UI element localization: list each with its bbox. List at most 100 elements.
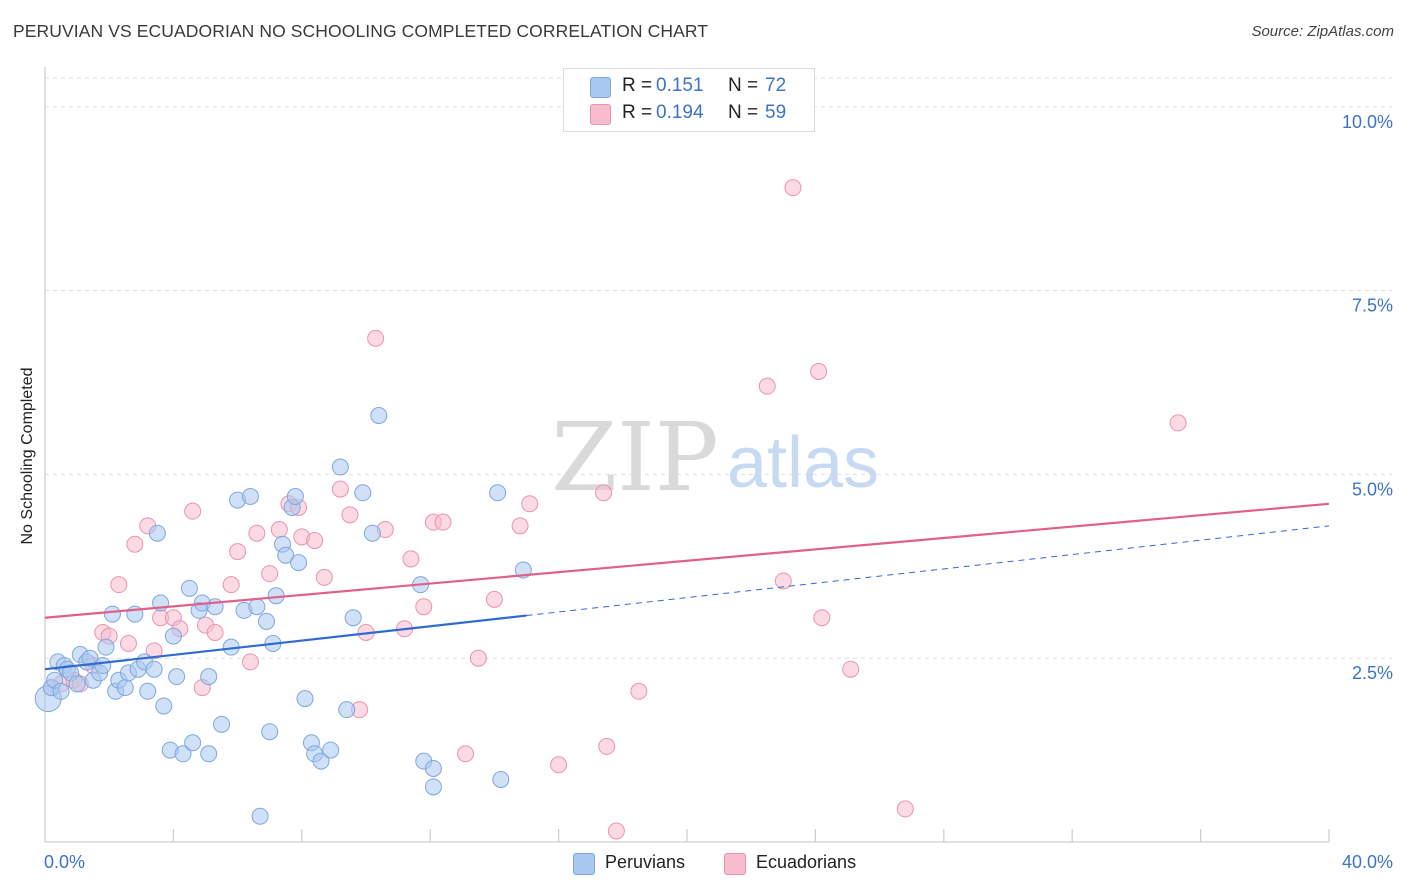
ecuadorians-point (521, 495, 539, 513)
ecuadorians-point (248, 524, 266, 542)
peruvians-point (492, 771, 510, 789)
peruvians-point (68, 675, 86, 693)
ecuadorians-point (229, 543, 247, 561)
ecuadorians-n-value: 59 (765, 102, 787, 123)
y-tick-label: 5.0% (1352, 479, 1393, 499)
peruvians-point (322, 741, 340, 759)
peruvians-n-label: N = (728, 75, 759, 96)
peruvians-point (155, 697, 173, 715)
ecuadorians-point (184, 502, 202, 520)
peruvians-point (184, 734, 202, 752)
peruvians-point (97, 638, 115, 656)
peruvians-point (200, 745, 218, 763)
y-tick-label: 7.5% (1352, 296, 1393, 316)
ecuadorians-swatch (590, 104, 611, 125)
peruvians-point (213, 715, 231, 733)
peruvians-point (363, 524, 381, 542)
legend-ecuadorians-swatch (724, 853, 746, 875)
peruvians-point (331, 458, 349, 476)
peruvians-point (261, 723, 279, 741)
peruvians-point (248, 598, 266, 616)
peruvians-point (148, 524, 166, 542)
ecuadorians-point (607, 822, 625, 840)
ecuadorians-point (469, 649, 487, 667)
peruvians-point (180, 579, 198, 597)
ecuadorians-point (270, 521, 288, 539)
ecuadorians-point (784, 179, 802, 197)
axes-layer (44, 67, 1330, 843)
peruvians-point (81, 649, 99, 667)
peruvians-point (257, 612, 275, 630)
watermark-zip: ZIP (551, 403, 718, 513)
peruvians-trend-extension (526, 525, 1330, 617)
peruvians-r-value: 0.151 (656, 75, 704, 96)
peruvians-n-value: 72 (765, 75, 787, 96)
ecuadorians-point (630, 682, 648, 700)
peruvians-point (424, 778, 442, 796)
legend-peruvians-swatch (573, 853, 595, 875)
ecuadorians-point (813, 609, 831, 627)
ecuadorians-point (550, 756, 568, 774)
peruvians-swatch (590, 77, 611, 98)
ecuadorians-point (367, 329, 385, 347)
peruvians-point (370, 407, 388, 425)
ecuadorians-point (1169, 414, 1187, 432)
peruvians-points (34, 407, 532, 825)
peruvians-point (139, 682, 157, 700)
source-label: Source: ZipAtlas.com (1251, 23, 1394, 40)
peruvians-point (424, 759, 442, 777)
ecuadorians-point (434, 513, 452, 531)
peruvians-point (286, 487, 304, 505)
ecuadorians-point (810, 362, 828, 380)
peruvians-point (200, 668, 218, 686)
peruvians-point (103, 605, 121, 623)
ecuadorians-point (119, 634, 137, 652)
peruvians-point (164, 627, 182, 645)
legend-peruvians-label: Peruvians (605, 852, 686, 872)
ecuadorians-point (206, 623, 224, 641)
ecuadorians-r-label: R = (622, 102, 653, 123)
y-tick-label: 2.5% (1352, 663, 1393, 683)
chart-title: PERUVIAN VS ECUADORIAN NO SCHOOLING COMP… (13, 21, 709, 41)
peruvians-point (116, 679, 134, 697)
ecuadorians-point (222, 576, 240, 594)
ecuadorians-point (126, 535, 144, 553)
legend-ecuadorians-label: Ecuadorians (756, 852, 857, 872)
ecuadorians-point (315, 568, 333, 586)
ecuadorians-point (511, 517, 529, 535)
ecuadorians-point (595, 484, 613, 502)
peruvians-point (312, 752, 330, 770)
peruvians-point (94, 657, 112, 675)
y-tick-label: 10.0% (1342, 112, 1393, 132)
peruvians-point (241, 487, 259, 505)
peruvians-point (174, 745, 192, 763)
ecuadorians-point (485, 590, 503, 608)
ecuadorians-r-value: 0.194 (656, 102, 704, 123)
ecuadorians-point (341, 506, 359, 524)
peruvians-point (344, 609, 362, 627)
trend-lines (44, 502, 1330, 671)
peruvians-point (52, 682, 70, 700)
peruvians-point (354, 484, 372, 502)
peruvians-point (251, 807, 269, 825)
peruvians-trend-line (44, 614, 527, 671)
ecuadorians-point (241, 653, 259, 671)
x-axis-min-label: 0.0% (44, 852, 86, 872)
grid-layer (45, 77, 1392, 659)
ecuadorians-point (110, 576, 128, 594)
ecuadorians-point (896, 800, 914, 818)
peruvians-point (296, 690, 314, 708)
peruvians-point (290, 554, 308, 572)
ecuadorians-point (331, 480, 349, 498)
y-axis-label: No Schooling Completed (19, 367, 36, 545)
x-axis-max-label: 40.0% (1341, 852, 1393, 872)
ecuadorians-point (457, 745, 475, 763)
ecuadorians-n-label: N = (728, 102, 759, 123)
ecuadorians-point (842, 660, 860, 678)
ecuadorians-point (415, 598, 433, 616)
peruvians-r-label: R = (622, 75, 653, 96)
peruvians-point (168, 668, 186, 686)
ecuadorians-point (145, 642, 163, 660)
peruvians-point (489, 484, 507, 502)
